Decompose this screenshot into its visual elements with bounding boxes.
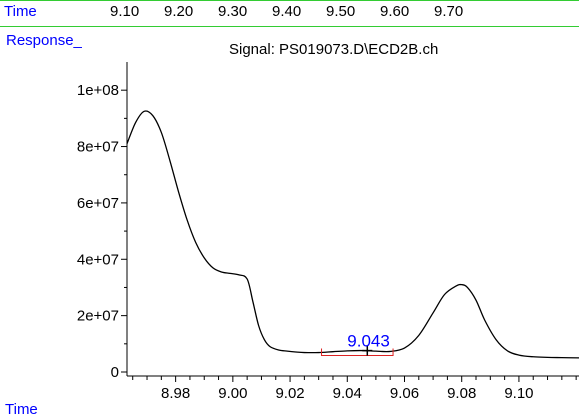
top-time-label: Time <box>4 3 37 20</box>
axis-labels: Time Response_ Signal: PS019073.D\ECD2B.… <box>4 3 438 418</box>
x-tick-label: 9.08 <box>447 385 476 402</box>
secondary-x-tick-label: 9.50 <box>326 3 355 20</box>
signal-trace-group <box>126 110 579 359</box>
x-tick-label: 9.02 <box>275 385 304 402</box>
secondary-time-axis: 9.10 9.20 9.30 9.40 9.50 9.60 9.70 <box>110 3 463 20</box>
response-label: Response_ <box>6 32 83 49</box>
peak-retention-label: 9.043 <box>347 332 390 351</box>
x-tick-label: 9.04 <box>333 385 362 402</box>
secondary-x-tick-label: 9.30 <box>218 3 247 20</box>
x-tick-label: 9.00 <box>218 385 247 402</box>
peak-annotations: 9.043 <box>321 332 394 357</box>
y-tick-label: 6e+07 <box>77 195 119 212</box>
secondary-x-tick-label: 9.20 <box>164 3 193 20</box>
secondary-x-tick-label: 9.10 <box>110 3 139 20</box>
x-tick-label: 8.98 <box>161 385 190 402</box>
signal-trace <box>126 110 579 359</box>
integration-baseline-marker <box>321 348 394 357</box>
secondary-x-tick-label: 9.40 <box>272 3 301 20</box>
chart-frame <box>0 0 579 27</box>
y-tick-label: 8e+07 <box>77 139 119 156</box>
chart-title: Signal: PS019073.D\ECD2B.ch <box>229 41 438 58</box>
y-tick-label: 2e+07 <box>77 308 119 325</box>
secondary-x-tick-label: 9.60 <box>380 3 409 20</box>
y-tick-label: 0 <box>111 364 119 381</box>
x-tick-label: 9.10 <box>504 385 533 402</box>
bottom-time-label: Time <box>5 401 38 418</box>
y-tick-label: 1e+08 <box>77 82 119 99</box>
x-axis: 8.98 9.00 9.02 9.04 9.06 9.08 9.10 <box>127 375 579 402</box>
y-axis: 0 2e+07 4e+07 6e+07 8e+07 1e+08 <box>77 62 128 381</box>
y-tick-label: 4e+07 <box>77 251 119 268</box>
x-tick-label: 9.06 <box>390 385 419 402</box>
secondary-x-tick-label: 9.70 <box>434 3 463 20</box>
